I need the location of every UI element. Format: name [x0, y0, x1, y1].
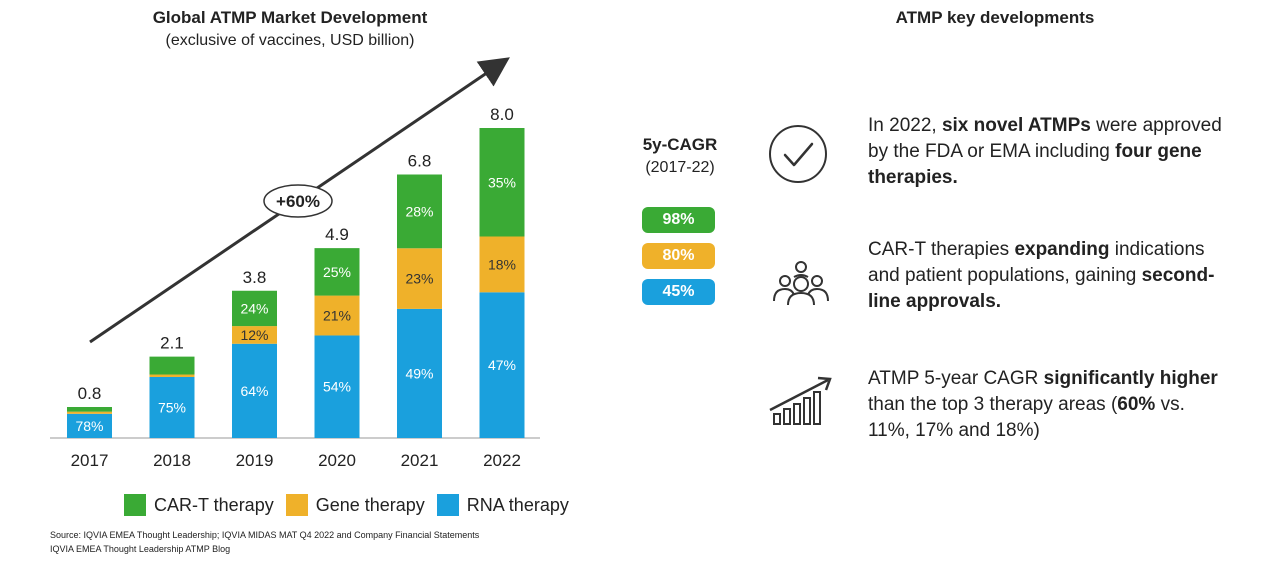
- bar-segment-car-t-therapy-2017: [67, 407, 112, 412]
- x-tick-label: 2017: [71, 451, 109, 470]
- segment-label: 49%: [405, 365, 433, 381]
- cagr-pill: 80%: [642, 243, 715, 269]
- bar-segment-gene-therapy-2018: [149, 374, 195, 377]
- legend-swatch: [436, 494, 459, 516]
- body-text: than the top 3 therapy areas (: [868, 394, 1118, 415]
- bar-segment-gene-therapy-2017: [67, 411, 112, 414]
- segment-label: 75%: [158, 399, 186, 415]
- growth-label-oval: [263, 184, 333, 218]
- cagr-label: 5y-CAGR: [642, 135, 718, 154]
- segment-label: 18%: [488, 256, 516, 272]
- bar-total-label: 4.9: [325, 225, 349, 244]
- bar-total-label: 0.8: [78, 384, 102, 403]
- stacked-bar-chart: +60% 78% 0.8 2017 75% 2.1 2018 64% 12% 24% 3.8 201…: [50, 57, 540, 470]
- key-developments-title: ATMP key developments: [895, 8, 1095, 27]
- body-text: vs. 11%, 17% and 18%): [868, 394, 1185, 441]
- bar-segment-rna-therapy-2021: [397, 308, 442, 438]
- growth-label: +60%: [276, 192, 320, 211]
- bar-total-label: 3.8: [243, 268, 267, 287]
- cagr-pill: 98%: [642, 207, 715, 233]
- segment-label: 28%: [405, 203, 433, 219]
- legend-label: RNA therapy: [466, 494, 569, 515]
- x-tick-label: 2020: [318, 451, 356, 470]
- bar-total-label: 6.8: [408, 152, 432, 171]
- legend-item: Gene therapy: [285, 494, 425, 516]
- bar-total-label: 2.1: [160, 334, 184, 353]
- growth-bar-chart-icon: [769, 376, 832, 425]
- highlight-text: significantly higher: [1043, 368, 1218, 389]
- bar-total-label: 8.0: [490, 105, 514, 124]
- chart-legend: CAR-T therapy Gene therapy RNA therapy: [124, 494, 581, 516]
- segment-label: 35%: [488, 174, 516, 190]
- bar-segment-rna-therapy-2022: [479, 292, 525, 438]
- bar-segment-gene-therapy-2020: [314, 295, 360, 336]
- legend-label: Gene therapy: [315, 494, 425, 515]
- development-text: ATMP 5-year CAGR significantly higher th…: [868, 366, 1228, 444]
- bar-segment-rna-therapy-2020: [314, 335, 360, 438]
- segment-label: 23%: [405, 271, 433, 287]
- body-text: were approved by the FDA or EMA includin…: [868, 115, 1222, 162]
- bar-segment-car-t-therapy-2020: [314, 248, 360, 296]
- legend-swatch: [124, 494, 146, 516]
- cagr-pill: 45%: [642, 279, 715, 305]
- cagr-period: (2017-22): [645, 159, 715, 176]
- segment-label: 47%: [488, 357, 516, 373]
- chart-title: Global ATMP Market Development: [152, 8, 428, 27]
- x-tick-label: 2022: [483, 451, 521, 470]
- segment-label: 25%: [323, 264, 351, 280]
- body-text: In 2022,: [868, 115, 942, 136]
- highlight-text: six novel ATMPs: [941, 115, 1091, 136]
- bar-segment-car-t-therapy-2022: [479, 128, 525, 237]
- bar-segment-car-t-therapy-2021: [397, 174, 442, 249]
- x-tick-label: 2021: [401, 451, 439, 470]
- bar-segment-rna-therapy-2017: [67, 413, 112, 438]
- segment-label: 24%: [240, 300, 268, 316]
- bar-segment-rna-therapy-2018: [149, 376, 195, 438]
- source-line: IQVIA EMEA Thought Leadership ATMP Blog: [50, 544, 231, 554]
- segment-label: 64%: [240, 383, 268, 399]
- highlight-text: second-line approvals.: [868, 265, 1215, 312]
- people-group-icon: [773, 261, 829, 306]
- bar-segment-rna-therapy-2019: [232, 343, 277, 438]
- body-text: CAR-T therapies: [868, 239, 1015, 260]
- development-text: CAR-T therapies expanding indications an…: [868, 237, 1228, 315]
- bar-segment-car-t-therapy-2018: [149, 356, 195, 375]
- segment-label: 78%: [75, 418, 103, 434]
- x-tick-label: 2018: [153, 451, 191, 470]
- bar-segment-gene-therapy-2021: [397, 248, 442, 309]
- body-text: ATMP 5-year CAGR: [868, 368, 1044, 389]
- highlight-text: four gene therapies.: [868, 141, 1202, 188]
- highlight-text: 60%: [1117, 394, 1156, 415]
- highlight-text: expanding: [1014, 239, 1110, 260]
- segment-label: 21%: [323, 308, 351, 324]
- bar-segment-car-t-therapy-2019: [232, 290, 277, 327]
- legend-item: RNA therapy: [436, 494, 569, 516]
- bar-segment-gene-therapy-2022: [479, 236, 525, 293]
- segment-label: 12%: [240, 327, 268, 343]
- legend-item: CAR-T therapy: [124, 494, 274, 516]
- development-text: In 2022, six novel ATMPs were approved b…: [868, 113, 1228, 191]
- x-tick-label: 2019: [236, 451, 274, 470]
- source-line: Source: IQVIA EMEA Thought Leadership; I…: [50, 530, 480, 540]
- segment-label: 54%: [323, 379, 351, 395]
- bar-segment-gene-therapy-2019: [232, 326, 277, 344]
- body-text: indications and patient populations, gai…: [868, 239, 1205, 286]
- chart-subtitle: (exclusive of vaccines, USD billion): [165, 32, 415, 49]
- checkmark-circle-icon: [769, 125, 827, 183]
- legend-swatch: [285, 494, 308, 516]
- legend-label: CAR-T therapy: [154, 494, 274, 515]
